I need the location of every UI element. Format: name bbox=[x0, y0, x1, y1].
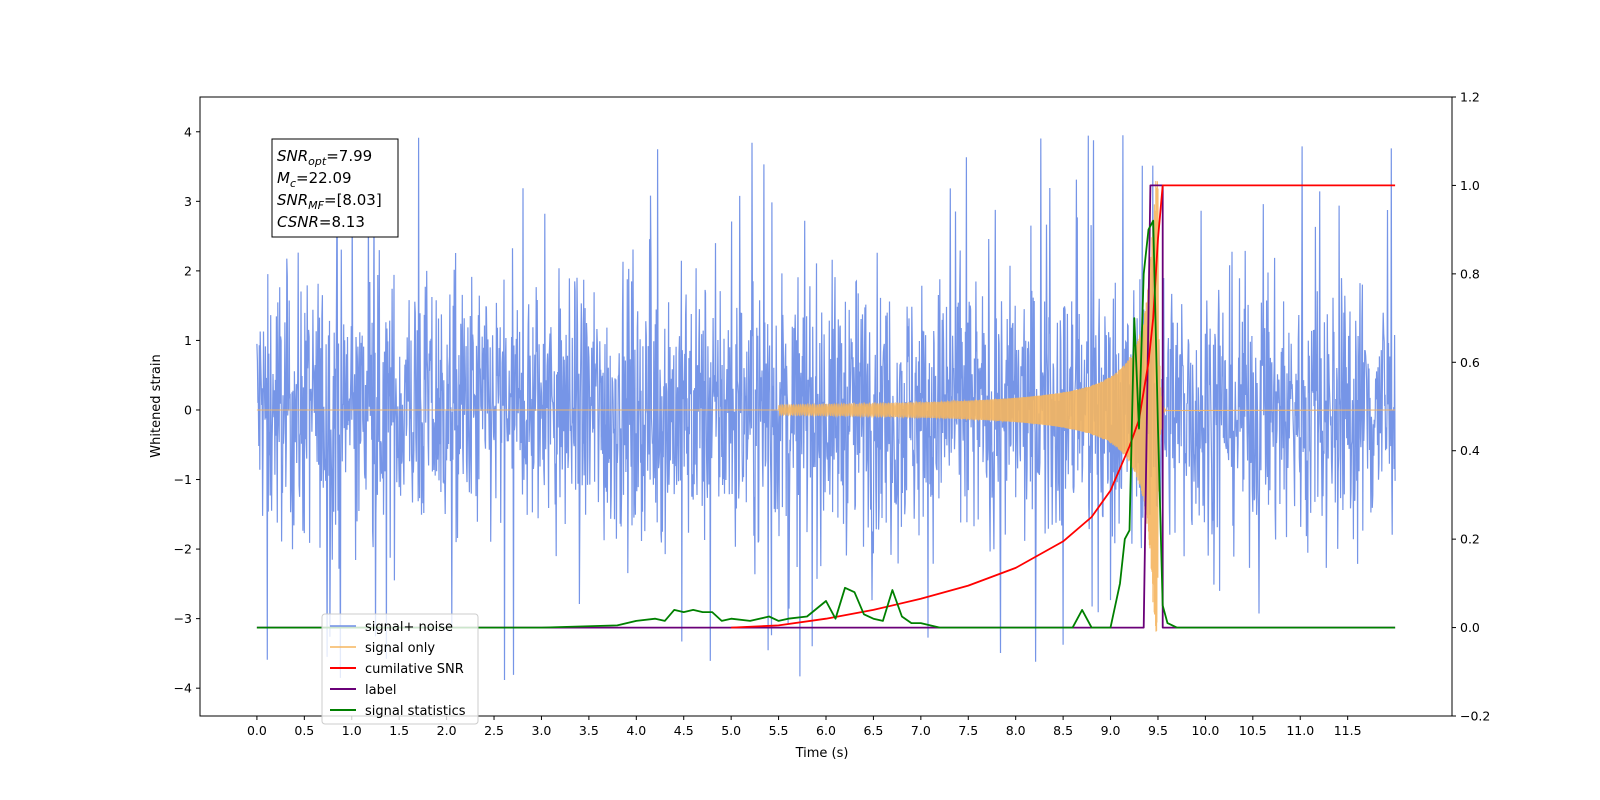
y-tick-label: −4 bbox=[174, 681, 192, 696]
x-tick-label: 0.0 bbox=[247, 723, 267, 738]
annotation-line: SNRopt=7.99 bbox=[277, 147, 372, 168]
series-signal-only bbox=[256, 180, 1396, 632]
annotation-frame bbox=[271, 138, 399, 238]
x-tick-label: 1.5 bbox=[389, 723, 409, 738]
y2-tick-label: 0.6 bbox=[1460, 355, 1480, 370]
legend-label: signal statistics bbox=[365, 704, 466, 719]
series-label bbox=[256, 184, 1396, 629]
y-axis-label: Whitened strain bbox=[149, 354, 164, 457]
annotation-symbol: M bbox=[277, 169, 290, 187]
annotation-line: SNRMF=[8.03] bbox=[277, 191, 382, 212]
annotation-value: =[8.03] bbox=[324, 191, 382, 209]
legend-label: signal only bbox=[365, 641, 435, 656]
y-axis-ticks: 4 3 2 1 0 −1 −2 −3 −4 bbox=[174, 124, 200, 696]
annotation-symbol: SNR bbox=[277, 191, 308, 209]
y-tick-label: −2 bbox=[174, 542, 192, 557]
x-axis-ticks: 0.0 0.5 1.0 1.5 2.0 2.5 3.0 3.5 4.0 4.5 5.0 5.5 6.0 6… bbox=[247, 716, 1362, 738]
annotation-subscript: MF bbox=[308, 199, 324, 212]
x-tick-label: 3.5 bbox=[579, 723, 599, 738]
y-tick-label: 3 bbox=[184, 194, 192, 209]
x-tick-label: 1.0 bbox=[342, 723, 362, 738]
y2-tick-label: −0.2 bbox=[1460, 709, 1490, 724]
annotation-line: CSNR=8.13 bbox=[277, 213, 365, 231]
annotation-subscript: opt bbox=[308, 155, 327, 168]
legend-frame bbox=[321, 613, 479, 725]
x-tick-label: 2.5 bbox=[484, 723, 504, 738]
x-tick-label: 4.0 bbox=[626, 723, 646, 738]
y-tick-label: 4 bbox=[184, 124, 192, 139]
y-tick-label: −3 bbox=[174, 611, 192, 626]
x-tick-label: 9.0 bbox=[1101, 723, 1121, 738]
x-tick-label: 6.5 bbox=[863, 723, 883, 738]
x-tick-label: 3.0 bbox=[532, 723, 552, 738]
x-tick-label: 11.0 bbox=[1286, 723, 1314, 738]
x-tick-label: 9.5 bbox=[1148, 723, 1168, 738]
y2-tick-label: 0.0 bbox=[1460, 620, 1480, 635]
x-tick-label: 2.0 bbox=[437, 723, 457, 738]
annotation-subscript: c bbox=[290, 177, 296, 190]
y-tick-label: −1 bbox=[174, 472, 192, 487]
y2-tick-label: 1.2 bbox=[1460, 90, 1480, 105]
series-signal-statistics bbox=[256, 219, 1396, 629]
x-tick-label: 6.0 bbox=[816, 723, 836, 738]
x-tick-label: 10.0 bbox=[1191, 723, 1219, 738]
x-tick-label: 8.0 bbox=[1006, 723, 1026, 738]
x-tick-label: 5.5 bbox=[769, 723, 789, 738]
series-signal-noise bbox=[256, 135, 1396, 681]
y2-tick-label: 0.8 bbox=[1460, 266, 1480, 281]
y2-tick-label: 0.2 bbox=[1460, 532, 1480, 547]
annotation-value: =22.09 bbox=[296, 169, 352, 187]
y2-tick-label: 1.0 bbox=[1460, 178, 1480, 193]
y-tick-label: 0 bbox=[184, 402, 192, 417]
x-tick-label: 5.0 bbox=[721, 723, 741, 738]
x-tick-label: 8.5 bbox=[1053, 723, 1073, 738]
annotation-symbol: CSNR bbox=[277, 213, 319, 231]
annotation-value: =8.13 bbox=[319, 213, 365, 231]
x-tick-label: 10.5 bbox=[1239, 723, 1267, 738]
y-tick-label: 2 bbox=[184, 263, 192, 278]
x-tick-label: 0.5 bbox=[294, 723, 314, 738]
y2-axis-ticks: 1.2 1.0 0.8 0.6 0.4 0.2 0.0 −0.2 bbox=[1452, 90, 1490, 724]
annotation-value: =7.99 bbox=[326, 147, 372, 165]
y-tick-label: 1 bbox=[184, 333, 192, 348]
x-axis-label: Time (s) bbox=[795, 746, 849, 761]
series-layer bbox=[256, 135, 1396, 681]
annotation-line: Mc=22.09 bbox=[277, 169, 352, 190]
x-tick-label: 4.5 bbox=[674, 723, 694, 738]
legend-label: signal+ noise bbox=[365, 620, 453, 635]
legend-label: cumilative SNR bbox=[365, 662, 464, 677]
x-tick-label: 11.5 bbox=[1334, 723, 1362, 738]
y2-tick-label: 0.4 bbox=[1460, 443, 1480, 458]
x-tick-label: 7.0 bbox=[911, 723, 931, 738]
legend-label: label bbox=[365, 683, 396, 698]
legend: signal+ noise signal only cumilative SNR la… bbox=[321, 613, 479, 725]
annotation-symbol: SNR bbox=[277, 147, 308, 165]
x-tick-label: 7.5 bbox=[958, 723, 978, 738]
